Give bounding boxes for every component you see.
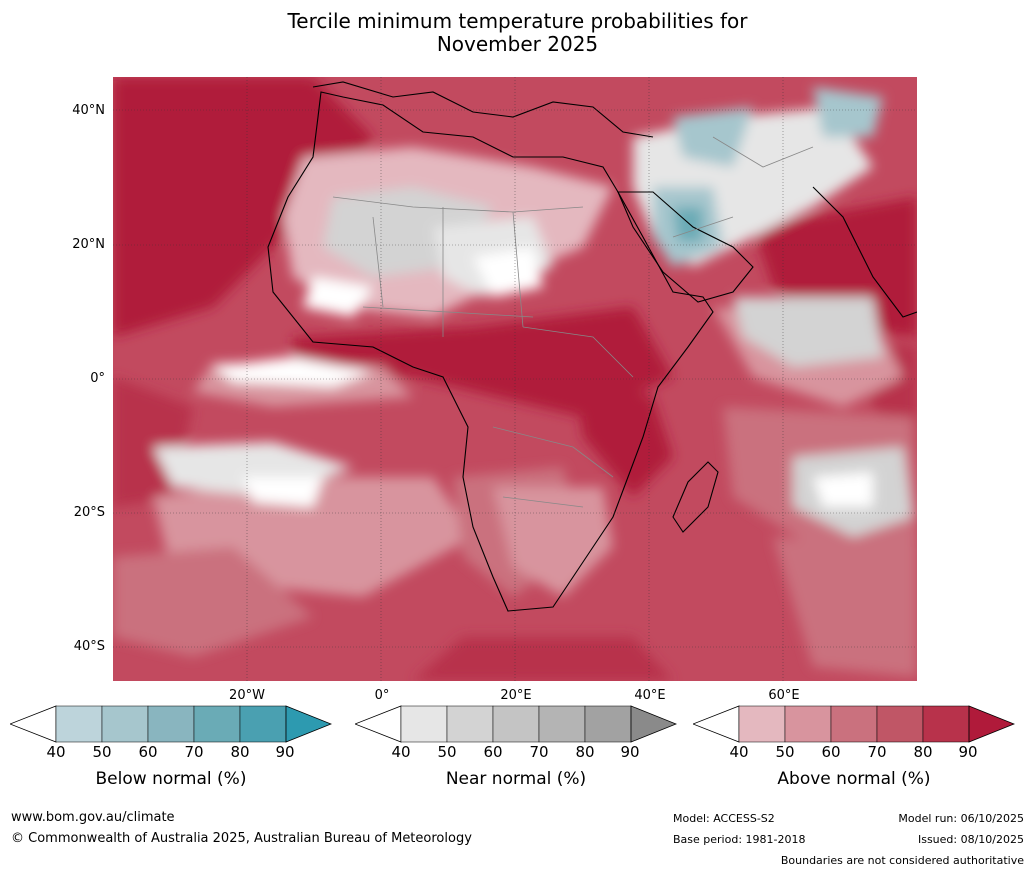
above-bin-5 — [922, 705, 970, 743]
above-tick-70: 70 — [867, 743, 887, 761]
website-link[interactable]: www.bom.gov.au/climate — [11, 810, 175, 825]
below-under-triangle — [10, 705, 57, 743]
above-tick-40: 40 — [729, 743, 749, 761]
above-normal-label: Above normal (%) — [777, 769, 931, 789]
near-tick-60: 60 — [483, 743, 503, 761]
near-tick-90: 90 — [620, 743, 640, 761]
above-bin-1 — [738, 705, 786, 743]
above-over-triangle — [968, 705, 1015, 743]
above-bin-4 — [876, 705, 924, 743]
near-bin-2 — [446, 705, 494, 743]
above-tick-80: 80 — [913, 743, 933, 761]
above-tick-60: 60 — [821, 743, 841, 761]
map-title: Tercile minimum temperature probabilitie… — [0, 10, 1035, 56]
colorbar-below-normal — [10, 705, 332, 743]
below-tick-90: 90 — [275, 743, 295, 761]
probability-map — [113, 77, 917, 681]
base-period-text: Base period: 1981-2018 — [673, 833, 806, 846]
disclaimer-text: Boundaries are not considered authoritat… — [780, 854, 1024, 867]
near-tick-50: 50 — [437, 743, 457, 761]
lon-label-40e: 40°E — [634, 688, 666, 703]
near-tick-80: 80 — [575, 743, 595, 761]
below-tick-50: 50 — [92, 743, 112, 761]
title-line-1: Tercile minimum temperature probabilitie… — [287, 9, 748, 33]
above-tick-90: 90 — [958, 743, 978, 761]
issued-text: Issued: 08/10/2025 — [917, 833, 1024, 846]
lat-label-40n: 40°N — [72, 103, 105, 118]
near-tick-40: 40 — [391, 743, 411, 761]
below-bin-2 — [101, 705, 149, 743]
near-bin-1 — [400, 705, 448, 743]
near-bin-4 — [538, 705, 586, 743]
lon-label-20w: 20°W — [229, 688, 265, 703]
lat-label-20n: 20°N — [72, 237, 105, 252]
below-tick-70: 70 — [184, 743, 204, 761]
below-normal-label: Below normal (%) — [95, 769, 247, 789]
map-canvas — [113, 77, 917, 681]
near-tick-70: 70 — [529, 743, 549, 761]
lon-label-0: 0° — [374, 688, 390, 703]
colorbar-near-normal — [355, 705, 677, 743]
below-bin-3 — [147, 705, 195, 743]
near-bin-5 — [584, 705, 632, 743]
below-tick-60: 60 — [138, 743, 158, 761]
below-bin-4 — [193, 705, 241, 743]
above-bin-2 — [784, 705, 832, 743]
below-tick-80: 80 — [230, 743, 250, 761]
model-run-text: Model run: 06/10/2025 — [898, 812, 1024, 825]
lat-label-0: 0° — [90, 371, 105, 386]
above-bin-3 — [830, 705, 878, 743]
below-over-triangle — [285, 705, 332, 743]
lat-label-40s: 40°S — [73, 639, 105, 654]
model-text: Model: ACCESS-S2 — [673, 812, 775, 825]
near-bin-3 — [492, 705, 540, 743]
lon-label-60e: 60°E — [768, 688, 800, 703]
near-over-triangle — [630, 705, 677, 743]
below-bin-5 — [239, 705, 287, 743]
below-tick-40: 40 — [46, 743, 66, 761]
above-tick-50: 50 — [775, 743, 795, 761]
near-normal-label: Near normal (%) — [445, 769, 587, 789]
copyright-text: © Commonwealth of Australia 2025, Austra… — [11, 831, 472, 846]
lat-label-20s: 20°S — [73, 505, 105, 520]
below-bin-1 — [55, 705, 103, 743]
colorbar-above-normal — [693, 705, 1015, 743]
near-under-triangle — [355, 705, 402, 743]
title-line-2: November 2025 — [436, 32, 599, 56]
lon-label-20e: 20°E — [500, 688, 532, 703]
above-under-triangle — [693, 705, 740, 743]
